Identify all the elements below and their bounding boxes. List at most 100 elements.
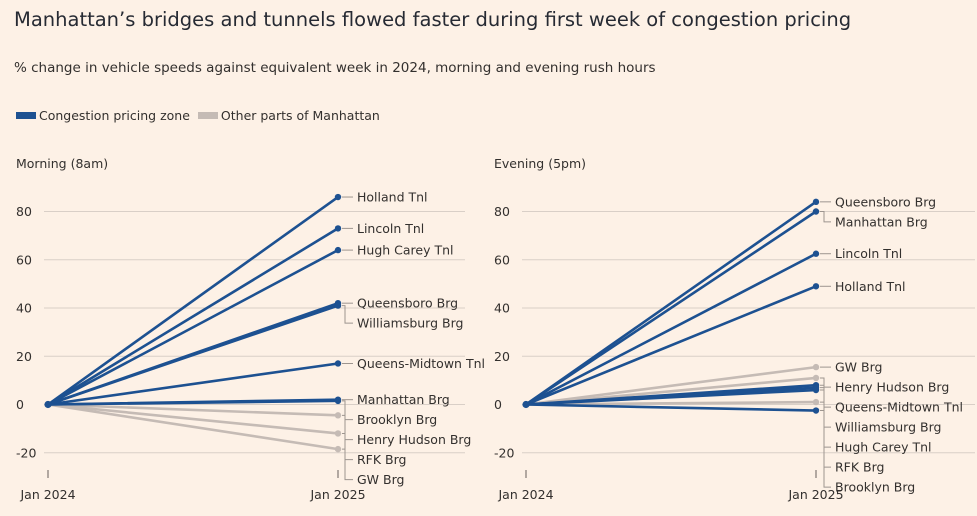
series-label-queens-midtown-tnl: Queens-Midtown Tnl — [835, 400, 963, 415]
series-line-hugh-carey-tnl — [46, 248, 340, 406]
x-tick-label: Jan 2024 — [19, 487, 75, 502]
label-leader-brooklyn-brg — [342, 400, 353, 421]
series-end-point-williamsburg-brg — [334, 302, 342, 309]
label-leader-gw-brg — [342, 448, 353, 481]
y-tick-label: 0 — [16, 397, 24, 412]
series-line-lincoln-tnl — [524, 252, 818, 406]
chart-panel-1: Evening (5pm) -20 0 20 40 60 80 Jan 2024 Jan 202… — [494, 156, 975, 502]
series-line-gw-brg — [46, 403, 340, 451]
series-label-rfk-brg: RFK Brg — [357, 452, 406, 467]
series-label-manhattan-brg: Manhattan Brg — [357, 392, 450, 407]
series-label-gw-brg: GW Brg — [357, 472, 404, 487]
y-tick-label: -20 — [494, 445, 514, 460]
series-line-brooklyn-brg — [46, 399, 340, 406]
series-line-henry-hudson-brg — [46, 403, 340, 417]
series-label-queens-midtown-tnl: Queens-Midtown Tnl — [357, 356, 485, 371]
series-end-point-brooklyn-brg — [334, 397, 342, 405]
series-end-point-queens-midtown-tnl — [334, 360, 342, 367]
legend-item-zone: Congestion pricing zone — [16, 108, 190, 123]
series-label-manhattan-brg: Manhattan Brg — [835, 214, 928, 229]
series-end-point-gw-brg — [334, 445, 342, 453]
label-leader-henry-hudson-brg — [820, 377, 831, 388]
series-label-holland-tnl: Holland Tnl — [357, 190, 428, 205]
series-end-point-hugh-carey-tnl — [334, 246, 342, 254]
label-leader-henry-hudson-brg — [342, 414, 353, 441]
origin-point — [522, 400, 530, 409]
y-tick-label: 80 — [16, 204, 32, 219]
series-line-gw-brg — [524, 365, 818, 406]
series-end-point-gw-brg — [812, 363, 820, 371]
series-line-rfk-brg — [46, 403, 340, 435]
y-tick-label: 40 — [16, 301, 32, 316]
series-line-williamsburg-brg — [524, 386, 818, 406]
legend: Congestion pricing zone Other parts of M… — [16, 108, 388, 123]
series-label-henry-hudson-brg: Henry Hudson Brg — [357, 432, 471, 447]
x-tick-label: Jan 2024 — [497, 487, 553, 502]
series-line-brooklyn-brg — [524, 403, 818, 412]
label-leader-hugh-carey-tnl — [820, 389, 831, 448]
y-tick-label: 60 — [494, 252, 510, 267]
series-line-rfk-brg — [524, 400, 818, 406]
series-label-rfk-brg: RFK Brg — [835, 460, 884, 475]
series-label-queensboro-brg: Queensboro Brg — [835, 194, 936, 209]
panel-title: Morning (8am) — [16, 156, 108, 171]
series-end-point-henry-hudson-brg — [812, 374, 820, 382]
y-tick-label: 20 — [16, 349, 32, 364]
x-tick-label: Jan 2025 — [309, 487, 365, 502]
series-end-point-henry-hudson-brg — [334, 412, 342, 419]
y-tick-label: 20 — [494, 349, 510, 364]
series-line-holland-tnl — [524, 284, 818, 406]
label-leader-queens-midtown-tnl — [820, 384, 831, 408]
label-leader-rfk-brg — [342, 432, 353, 461]
chart-panel-0: Morning (8am) -20 0 20 40 60 80 Jan 2024 Jan 202… — [16, 156, 485, 502]
y-tick-label: -20 — [16, 445, 36, 460]
series-label-gw-brg: GW Brg — [835, 360, 882, 375]
legend-swatch-other — [197, 112, 218, 119]
series-end-point-lincoln-tnl — [334, 225, 342, 232]
y-tick-label: 0 — [494, 397, 502, 412]
series-label-lincoln-tnl: Lincoln Tnl — [835, 246, 902, 261]
series-end-point-brooklyn-brg — [812, 407, 820, 414]
series-label-williamsburg-brg: Williamsburg Brg — [357, 316, 463, 331]
series-line-queensboro-brg — [524, 200, 818, 406]
origin-point — [44, 400, 52, 409]
series-end-point-rfk-brg — [334, 430, 342, 437]
chart-subtitle: % change in vehicle speeds against equiv… — [14, 60, 656, 76]
series-label-williamsburg-brg: Williamsburg Brg — [835, 420, 941, 435]
series-line-queens-midtown-tnl — [46, 362, 340, 406]
series-end-point-manhattan-brg — [812, 208, 820, 215]
legend-label-other: Other parts of Manhattan — [220, 108, 380, 123]
label-leader-manhattan-brg — [820, 211, 831, 223]
series-end-point-holland-tnl — [812, 283, 820, 290]
series-label-queensboro-brg: Queensboro Brg — [357, 296, 458, 311]
series-label-hugh-carey-tnl: Hugh Carey Tnl — [357, 243, 454, 258]
y-tick-label: 80 — [494, 204, 510, 219]
series-label-hugh-carey-tnl: Hugh Carey Tnl — [835, 440, 932, 455]
series-label-holland-tnl: Holland Tnl — [835, 279, 906, 294]
legend-item-other: Other parts of Manhattan — [197, 108, 380, 123]
series-end-point-rfk-brg — [812, 398, 820, 406]
series-label-brooklyn-brg: Brooklyn Brg — [357, 412, 437, 427]
panel-title: Evening (5pm) — [494, 156, 586, 171]
series-label-henry-hudson-brg: Henry Hudson Brg — [835, 380, 949, 395]
y-tick-label: 60 — [16, 252, 32, 267]
label-leader-brooklyn-brg — [820, 410, 831, 488]
legend-label-zone: Congestion pricing zone — [39, 108, 190, 123]
series-end-point-holland-tnl — [334, 193, 342, 201]
series-label-brooklyn-brg: Brooklyn Brg — [835, 480, 915, 495]
chart-title: Manhattan’s bridges and tunnels flowed f… — [14, 8, 852, 31]
series-label-lincoln-tnl: Lincoln Tnl — [357, 221, 424, 236]
series-end-point-williamsburg-brg — [812, 384, 820, 391]
y-tick-label: 40 — [494, 301, 510, 316]
series-line-holland-tnl — [46, 195, 340, 406]
series-end-point-lincoln-tnl — [812, 250, 820, 257]
series-end-point-queensboro-brg — [812, 198, 820, 206]
series-line-williamsburg-brg — [46, 304, 340, 406]
legend-swatch-zone — [16, 112, 36, 119]
series-line-lincoln-tnl — [46, 227, 340, 406]
series-line-manhattan-brg — [524, 210, 818, 406]
label-leader-williamsburg-brg — [342, 305, 353, 324]
label-leader-rfk-brg — [820, 401, 831, 468]
x-tick-label: Jan 2025 — [787, 487, 843, 502]
